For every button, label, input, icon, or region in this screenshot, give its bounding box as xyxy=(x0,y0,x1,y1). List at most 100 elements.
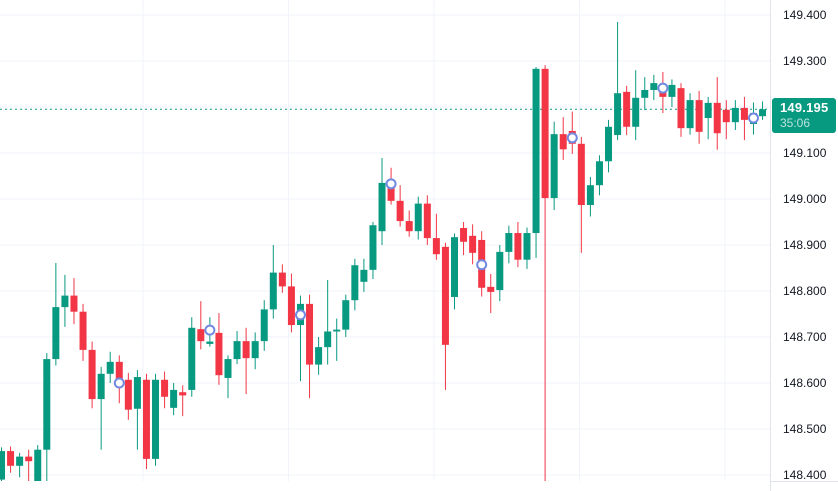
candle-down xyxy=(197,329,205,342)
candle-up xyxy=(188,327,196,390)
candle-down xyxy=(469,235,477,253)
candle-up xyxy=(731,107,739,123)
candle-down xyxy=(396,200,404,222)
candle-up xyxy=(668,84,676,97)
price-axis-label: 149.400 xyxy=(783,8,827,22)
candle-down xyxy=(441,246,449,345)
candle-up xyxy=(269,272,277,310)
candle-up xyxy=(586,185,594,205)
candle-down xyxy=(623,91,631,127)
candle-down xyxy=(115,361,123,385)
candle-down xyxy=(713,102,721,134)
candle-up xyxy=(505,233,513,252)
candle-up xyxy=(0,451,5,480)
candle-down xyxy=(559,134,567,150)
candle-up xyxy=(206,341,214,344)
candle-up xyxy=(451,237,458,297)
last-price-badge: 149.195 35:06 xyxy=(772,98,836,134)
candle-down xyxy=(306,303,314,365)
candle-down xyxy=(242,341,250,359)
candle-up xyxy=(496,251,504,291)
countdown-timer: 35:06 xyxy=(780,116,811,131)
price-marker-icon xyxy=(385,178,397,190)
candle-down xyxy=(487,286,495,292)
candle-down xyxy=(142,379,150,459)
candle-up xyxy=(595,161,603,186)
candle-up xyxy=(632,97,640,127)
candle-up xyxy=(360,269,368,282)
candle-down xyxy=(7,451,15,466)
candle-up xyxy=(152,379,160,459)
candle-up xyxy=(251,341,259,359)
price-axis-label: 149.100 xyxy=(783,146,827,160)
candle-up xyxy=(532,68,540,234)
candle-down xyxy=(88,349,96,400)
candle-up xyxy=(641,89,649,98)
candle-down xyxy=(677,88,685,129)
candle-up xyxy=(260,309,268,342)
candle-up xyxy=(378,182,386,232)
candle-down xyxy=(79,311,87,350)
candle-up xyxy=(16,456,24,466)
price-axis-label: 148.400 xyxy=(783,468,827,482)
candle-down xyxy=(514,233,522,260)
price-marker-icon xyxy=(747,112,759,124)
candle-down xyxy=(287,286,295,326)
price-axis-label: 148.700 xyxy=(783,330,827,344)
candle-up xyxy=(52,307,60,360)
candle-up xyxy=(324,331,332,348)
candle-up xyxy=(650,83,658,90)
candle-down xyxy=(722,109,730,123)
time-axis[interactable] xyxy=(0,481,770,491)
candle-up xyxy=(233,341,241,360)
candle-down xyxy=(460,227,468,242)
candle-up xyxy=(523,233,531,260)
candle-up xyxy=(351,265,359,301)
candle-up xyxy=(759,109,767,117)
last-price-value: 149.195 xyxy=(780,100,829,116)
candle-up xyxy=(43,359,51,450)
candle-down xyxy=(161,379,169,397)
candle-down xyxy=(215,332,223,376)
price-axis-label: 149.300 xyxy=(783,54,827,68)
price-marker-icon xyxy=(294,309,306,321)
price-axis-label: 148.900 xyxy=(783,238,827,252)
price-axis-label: 148.600 xyxy=(783,376,827,390)
price-marker-icon xyxy=(476,259,488,271)
candle-up xyxy=(414,203,422,232)
candle-up xyxy=(550,134,558,199)
candle-up xyxy=(97,373,105,400)
candle-up xyxy=(315,347,323,365)
candle-down xyxy=(70,295,78,312)
candle-down xyxy=(278,272,286,287)
price-axis-label: 148.500 xyxy=(783,422,827,436)
candle-up xyxy=(333,329,341,332)
candle-down xyxy=(695,100,703,132)
price-axis-label: 148.800 xyxy=(783,284,827,298)
candle-up xyxy=(34,449,42,487)
price-marker-icon xyxy=(113,377,125,389)
candle-down xyxy=(740,107,748,120)
price-axis-label: 149.000 xyxy=(783,192,827,206)
candle-up xyxy=(342,300,350,330)
candle-up xyxy=(704,102,712,119)
candle-down xyxy=(577,143,585,205)
candle-up xyxy=(605,126,613,162)
candle-down xyxy=(179,392,187,396)
price-marker-icon xyxy=(204,324,216,336)
candle-up xyxy=(170,389,178,408)
candle-down xyxy=(432,238,440,255)
candle-down xyxy=(405,221,413,232)
candle-up xyxy=(133,377,141,409)
price-marker-icon xyxy=(566,132,578,144)
candle-up xyxy=(686,100,694,129)
candle-down xyxy=(124,379,132,410)
candle-up xyxy=(369,225,377,270)
candle-up xyxy=(106,361,114,374)
price-marker-icon xyxy=(657,82,669,94)
candle-down xyxy=(387,184,395,201)
candle-up xyxy=(224,359,232,378)
candle-up xyxy=(61,295,69,308)
